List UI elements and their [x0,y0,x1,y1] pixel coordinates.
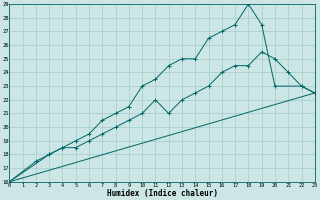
X-axis label: Humidex (Indice chaleur): Humidex (Indice chaleur) [107,189,218,198]
